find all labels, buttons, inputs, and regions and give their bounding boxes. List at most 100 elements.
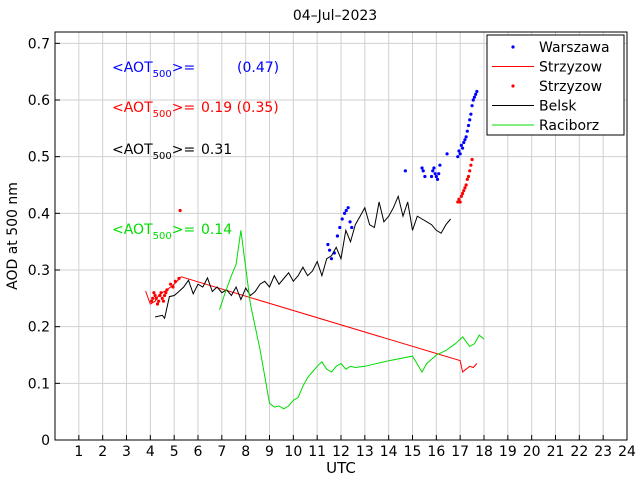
data-point	[457, 197, 461, 201]
legend-swatch-point	[511, 45, 515, 49]
x-tick-label: 13	[356, 444, 374, 460]
series-raciborz-line	[219, 230, 485, 410]
legend-label: Raciborz	[539, 118, 599, 134]
data-point	[470, 104, 474, 108]
annotation-aot-1: <AOT500>=	[112, 100, 195, 120]
series-line	[154, 194, 451, 320]
x-tick-label: 17	[451, 444, 469, 460]
x-tick-label: 24	[618, 444, 636, 460]
data-point	[465, 129, 469, 133]
x-tick-label: 21	[547, 444, 565, 460]
data-point	[350, 225, 354, 230]
x-tick-label: 11	[308, 444, 326, 460]
y-tick-label: 0.6	[28, 93, 50, 109]
data-point	[466, 174, 471, 179]
data-point	[462, 189, 466, 193]
x-tick-label: 10	[284, 444, 302, 460]
x-tick-label: 9	[265, 444, 274, 460]
data-point	[171, 285, 175, 289]
legend-label: Warszawa	[539, 40, 610, 56]
data-point	[326, 242, 330, 247]
data-point	[460, 146, 465, 150]
data-point	[423, 174, 427, 179]
x-tick-label: 1	[74, 444, 83, 460]
annotation-subscript: 500	[153, 109, 172, 120]
data-point	[421, 169, 425, 173]
y-tick-label: 0	[41, 433, 50, 449]
data-point	[429, 174, 434, 179]
data-point	[168, 282, 173, 286]
x-tick-label: 5	[170, 444, 179, 460]
annotation-aot-3: <AOT500>=	[112, 222, 195, 242]
data-point	[340, 217, 344, 221]
annotation-aot-0: <AOT500>=	[112, 60, 195, 80]
data-point	[435, 177, 440, 181]
data-point	[470, 157, 474, 162]
data-point	[457, 149, 461, 153]
annotation-suffix: >=	[172, 142, 195, 158]
data-point	[338, 225, 342, 230]
data-point	[468, 169, 472, 173]
data-point	[164, 291, 168, 295]
data-point	[462, 140, 466, 145]
data-point	[471, 98, 475, 102]
data-point	[157, 299, 161, 303]
data-point	[431, 169, 435, 173]
y-tick-label: 0.2	[28, 320, 50, 336]
x-tick-label: 3	[122, 444, 131, 460]
annotation-prefix: <AOT	[112, 60, 153, 76]
data-point	[151, 296, 155, 300]
y-tick-label: 0.4	[28, 206, 50, 222]
data-point	[342, 211, 347, 215]
data-point	[165, 288, 169, 292]
x-axis-label: UTC	[326, 459, 356, 477]
series-strzyzow-line	[145, 276, 478, 373]
legend: Warszawa Strzyzow Strzyzow Belsk Raciborz	[486, 34, 625, 136]
data-point	[464, 183, 468, 187]
data-point	[420, 166, 424, 170]
legend-swatch-point	[511, 84, 515, 88]
data-point	[469, 163, 473, 167]
x-tick-label: 20	[523, 444, 541, 460]
x-tick-label: 4	[146, 444, 155, 460]
data-point	[458, 152, 462, 156]
data-point	[463, 186, 467, 190]
annotation-suffix: >=	[172, 100, 195, 116]
y-axis-label: AOD at 500 nm	[5, 182, 21, 290]
data-point	[474, 92, 478, 96]
data-point	[468, 118, 472, 122]
data-point	[327, 248, 332, 252]
legend-label: Strzyzow	[539, 60, 602, 76]
annotation-value-1: 0.19 (0.35)	[201, 100, 279, 116]
data-point	[177, 276, 181, 281]
data-point	[456, 200, 460, 204]
data-point	[149, 299, 154, 303]
legend-label: Strzyzow	[539, 79, 602, 95]
data-point	[437, 172, 441, 176]
annotations: <AOT500>= (0.47)<AOT500>= 0.19 (0.35)<AOT5…	[112, 60, 279, 242]
x-tick-label: 7	[217, 444, 226, 460]
x-tick-label: 8	[241, 444, 250, 460]
data-point	[161, 299, 166, 303]
data-point	[152, 291, 156, 295]
x-tick-label: 22	[570, 444, 588, 460]
annotation-aot-2: <AOT500>=	[112, 142, 195, 162]
annotation-prefix: <AOT	[112, 222, 153, 238]
x-tick-label: 16	[427, 444, 445, 460]
data-point	[153, 293, 157, 298]
data-point	[403, 169, 407, 173]
data-point	[335, 234, 340, 238]
annotation-value-3: 0.14	[201, 222, 232, 238]
data-point	[469, 112, 473, 116]
data-point	[434, 174, 438, 179]
x-tick-label: 6	[194, 444, 203, 460]
data-point	[463, 138, 467, 142]
data-point	[433, 172, 437, 176]
data-point	[459, 194, 463, 198]
annotation-prefix: <AOT	[112, 142, 153, 158]
data-point	[438, 163, 442, 167]
y-tick-label: 0.1	[28, 376, 50, 392]
x-tick-label: 2	[98, 444, 107, 460]
chart-title: 04–Jul–2023	[293, 8, 377, 24]
